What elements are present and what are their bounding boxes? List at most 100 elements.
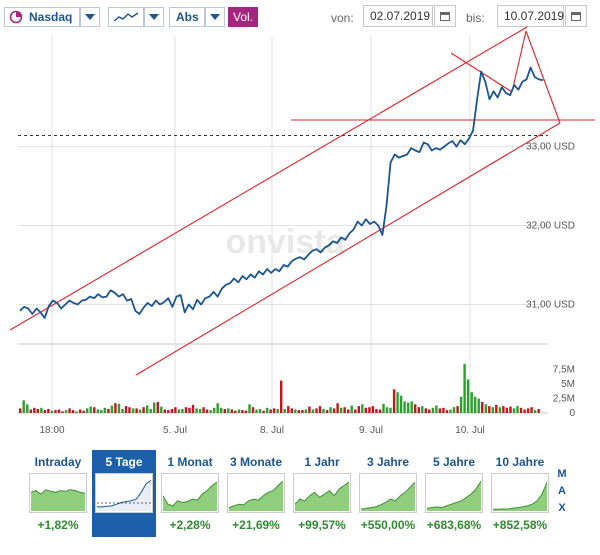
- volume-bar: [205, 409, 209, 413]
- volume-bar: [89, 406, 92, 413]
- volume-bar: [258, 409, 262, 413]
- volume-bar: [491, 407, 494, 413]
- volume-bar: [223, 409, 226, 413]
- volume-bar: [64, 410, 68, 413]
- scale-dropdown-button[interactable]: [205, 7, 225, 27]
- volume-bar: [495, 404, 498, 413]
- y-tick-label: 32,00 USD: [526, 221, 575, 232]
- from-date-input[interactable]: 02.07.2019: [363, 5, 433, 27]
- thumbnail-line: [493, 481, 548, 510]
- volume-bar: [265, 407, 269, 413]
- period-tab-7[interactable]: 5 Jahre +683,68%: [422, 450, 486, 537]
- chart-type-dropdown-button[interactable]: [144, 7, 164, 27]
- period-thumbnail: [491, 473, 549, 513]
- volume-bar: [124, 406, 128, 413]
- period-tab-5[interactable]: 1 Jahr +99,57%: [290, 450, 354, 537]
- exchange-dropdown-button[interactable]: [80, 7, 100, 27]
- period-tab-6[interactable]: 3 Jahre +550,00%: [356, 450, 420, 537]
- thumbnail-area: [31, 489, 85, 511]
- max-label: MAX: [557, 468, 567, 514]
- period-tab-1[interactable]: Intraday +1,82%: [26, 450, 90, 537]
- volume-bar: [93, 407, 96, 413]
- volume-bar: [191, 404, 195, 413]
- volume-bar: [389, 407, 392, 413]
- volume-bar: [29, 409, 32, 413]
- period-change: +99,57%: [298, 518, 346, 532]
- volume-bar: [459, 396, 463, 413]
- volume-bar: [294, 409, 297, 413]
- volume-bar: [283, 409, 286, 413]
- period-tab-3[interactable]: 1 Monat +2,28%: [158, 450, 222, 537]
- period-label: Intraday: [34, 455, 82, 469]
- period-tab-4[interactable]: 3 Monate +21,69%: [224, 450, 288, 537]
- from-calendar-button[interactable]: [434, 5, 456, 27]
- volume-bar: [403, 401, 406, 413]
- period-label: 5 Tage: [105, 455, 143, 469]
- period-label: 10 Jahre: [495, 455, 545, 469]
- volume-bar: [488, 406, 491, 413]
- price-chart[interactable]: onvista 33,00 USD 32,00 USD 31,00 USD 18:0…: [0, 0, 600, 440]
- thumbnail-area: [361, 482, 415, 511]
- volume-bar: [519, 407, 523, 413]
- volume-bar: [322, 409, 325, 413]
- volume-bar: [396, 392, 399, 413]
- period-thumbnail: [293, 473, 351, 513]
- volume-bar: [526, 408, 530, 413]
- volume-bar: [103, 407, 106, 413]
- volume-bar: [86, 408, 89, 413]
- thumbnail-line: [360, 481, 416, 510]
- volume-bar: [43, 410, 47, 413]
- volume-bar: [417, 407, 420, 413]
- volume-bar: [40, 407, 43, 413]
- volume-bar: [502, 406, 505, 413]
- period-change: +2,28%: [169, 518, 211, 532]
- volume-bar: [442, 407, 445, 413]
- volume-bar: [114, 403, 117, 413]
- exchange-select[interactable]: Nasdaq: [4, 7, 80, 27]
- volume-bar: [272, 408, 276, 413]
- scale-select[interactable]: Abs: [169, 7, 205, 27]
- max-button[interactable]: MAX: [556, 466, 568, 517]
- exchange-icon: [9, 10, 23, 24]
- volume-bar: [428, 409, 431, 413]
- volume-bar: [262, 410, 265, 413]
- scale-label: Abs: [176, 10, 199, 24]
- x-tick-label: 5. Jul: [163, 425, 187, 436]
- chevron-down-icon: [149, 14, 159, 20]
- period-label: 3 Jahre: [366, 455, 410, 469]
- volume-bar: [121, 409, 124, 413]
- to-calendar-button[interactable]: [565, 5, 587, 27]
- period-change: +21,69%: [232, 518, 280, 532]
- volume-bar: [160, 406, 163, 413]
- volume-bar: [318, 406, 322, 413]
- period-tab-2[interactable]: 5 Tage: [92, 450, 156, 537]
- period-label: 5 Jahre: [432, 455, 476, 469]
- volume-bar: [311, 409, 315, 413]
- thumbnail-area: [427, 481, 481, 511]
- volume-bar: [227, 408, 230, 413]
- period-tab-8[interactable]: 10 Jahre +852,58%: [488, 450, 552, 537]
- volume-bar: [54, 410, 57, 413]
- volume-bar: [407, 402, 410, 413]
- trend-channel-upper: [9, 26, 528, 331]
- volume-bar: [343, 407, 346, 413]
- period-thumbnail: [161, 473, 219, 513]
- volume-bar: [213, 407, 216, 413]
- period-change: +852,58%: [492, 518, 548, 532]
- period-thumbnail: [227, 473, 285, 513]
- volume-bar: [135, 408, 138, 413]
- period-thumbnail: [425, 473, 483, 513]
- volume-bar: [237, 409, 241, 413]
- volume-bar: [474, 396, 477, 413]
- volume-bar: [449, 409, 452, 413]
- volume-bar: [350, 405, 353, 413]
- volume-bar: [202, 407, 205, 413]
- to-date-input[interactable]: 10.07.2019: [497, 5, 564, 27]
- volume-toggle-button[interactable]: Vol.: [228, 7, 259, 27]
- exchange-label: Nasdaq: [29, 10, 73, 24]
- volume-bar: [297, 410, 300, 413]
- volume-bar: [340, 407, 343, 413]
- chart-type-select[interactable]: [108, 7, 144, 27]
- volume-bar: [470, 392, 473, 413]
- volume-bar: [100, 410, 103, 413]
